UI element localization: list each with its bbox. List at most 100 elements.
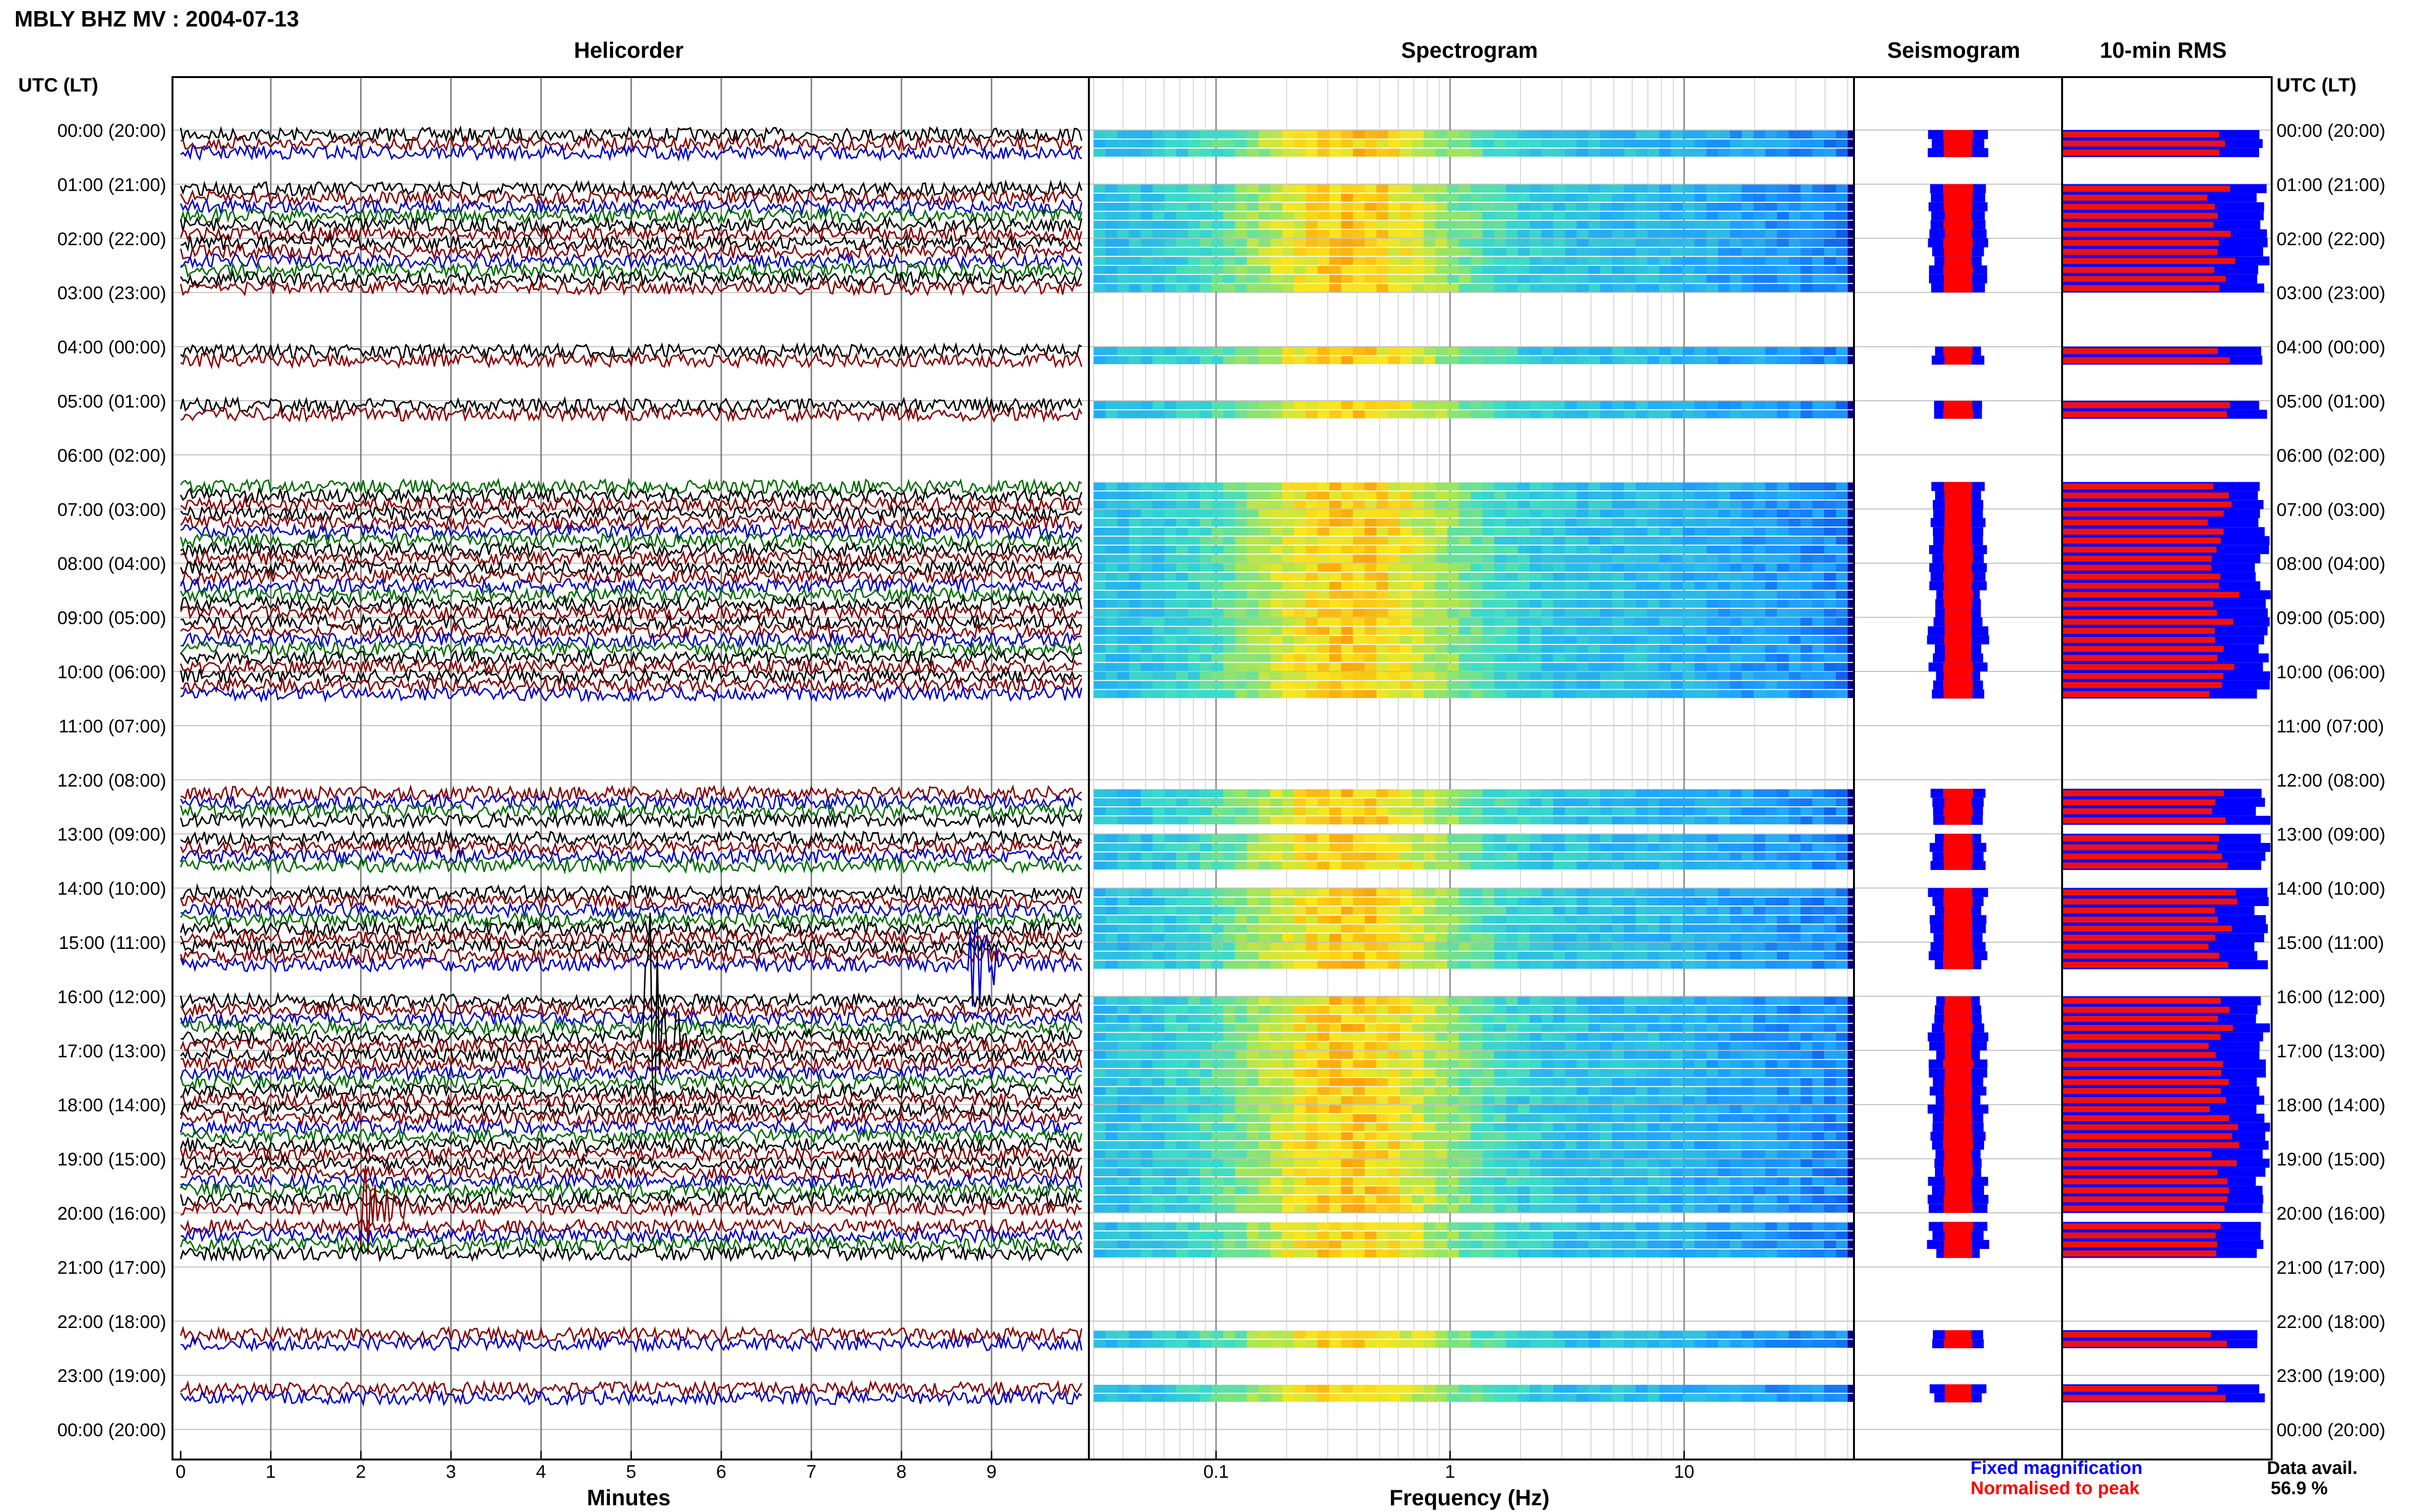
spectrogram-cell xyxy=(1777,834,1789,842)
spectrogram-cell xyxy=(1353,789,1365,798)
spectrogram-cell xyxy=(1270,852,1283,861)
spectrogram-cell xyxy=(1565,356,1577,364)
spectrogram-cell xyxy=(1812,238,1825,247)
spectrogram-cell xyxy=(1164,951,1177,960)
spectrogram-cell xyxy=(1541,943,1554,951)
spectrogram-cell xyxy=(1788,600,1801,608)
spectrogram-cell xyxy=(1730,897,1742,906)
spectrogram-cell xyxy=(1659,131,1672,139)
spectrogram-cell xyxy=(1565,266,1577,274)
spectrogram-cell xyxy=(1211,789,1224,798)
spectrogram-cell xyxy=(1694,798,1707,806)
spectrogram-cell xyxy=(1447,960,1459,969)
spectrogram-row xyxy=(1094,482,1854,491)
spectrogram-cell xyxy=(1506,789,1519,798)
spectrogram-cell xyxy=(1211,1014,1224,1023)
spectrogram-row xyxy=(1094,1078,1854,1086)
spectrogram-cell xyxy=(1435,202,1448,211)
spectrogram-cell xyxy=(1588,951,1601,960)
spectrogram-cell xyxy=(1565,238,1577,247)
spectrogram-cell xyxy=(1706,654,1719,662)
spectrogram-cell xyxy=(1317,627,1330,635)
spectrogram-cell xyxy=(1588,1078,1601,1086)
spectrogram-cell xyxy=(1588,798,1601,806)
spectrogram-cell xyxy=(1506,627,1519,635)
spectrogram-cell xyxy=(1423,221,1436,229)
spectrogram-cell xyxy=(1824,933,1837,942)
spectrogram-cell xyxy=(1718,591,1731,599)
spectrogram-cell xyxy=(1211,1078,1224,1086)
spectrogram-cell xyxy=(1152,672,1165,680)
spectrogram-cell xyxy=(1364,690,1377,698)
spectrogram-cell xyxy=(1494,230,1507,238)
spectrogram-cell xyxy=(1306,131,1318,139)
spectrogram-cell xyxy=(1565,545,1577,554)
spectrogram-cell xyxy=(1235,644,1247,653)
spectrogram-cell xyxy=(1588,401,1601,409)
spectrogram-cell xyxy=(1364,1014,1377,1023)
spectrogram-cell xyxy=(1152,816,1165,825)
helicorder-trace xyxy=(180,802,1083,821)
spectrogram-cell xyxy=(1836,888,1848,897)
spectrogram-cell xyxy=(1223,1096,1236,1104)
spectrogram-cell xyxy=(1329,537,1342,545)
spectrogram-cell xyxy=(1470,202,1483,211)
helicorder-trace xyxy=(180,912,1083,1117)
spectrogram-cell xyxy=(1094,644,1106,653)
spectrogram-cell xyxy=(1176,266,1189,274)
spectrogram-cell xyxy=(1518,1014,1530,1023)
spectrogram-cell xyxy=(1341,1078,1353,1086)
spectrogram-cell xyxy=(1765,907,1778,915)
spectrogram-cell xyxy=(1565,401,1577,409)
spectrogram-cell xyxy=(1258,1014,1271,1023)
spectrogram-cell xyxy=(1482,654,1495,662)
spectrogram-cell xyxy=(1246,807,1259,815)
spectrogram-cell xyxy=(1211,1006,1224,1014)
spectrogram-cell xyxy=(1258,131,1271,139)
spectrogram-cell xyxy=(1188,997,1200,1005)
spectrogram-cell xyxy=(1176,356,1189,364)
spectrogram-cell xyxy=(1400,843,1413,852)
spectrogram-cell xyxy=(1706,184,1719,193)
spectrogram-cell xyxy=(1494,257,1507,265)
spectrogram-cell xyxy=(1671,257,1683,265)
spectrogram-cell xyxy=(1341,789,1353,798)
spectrogram-cell xyxy=(1529,482,1542,491)
spectrogram-cell xyxy=(1494,627,1507,635)
helicorder-trace xyxy=(180,477,1082,496)
spectrogram-cell xyxy=(1353,1087,1365,1095)
spectrogram-cell xyxy=(1270,897,1283,906)
spectrogram-cell xyxy=(1800,852,1813,861)
spectrogram-cell xyxy=(1258,564,1271,572)
spectrogram-cell xyxy=(1529,933,1542,942)
spectrogram-cell xyxy=(1317,960,1330,969)
spectrogram-cell xyxy=(1694,482,1707,491)
spectrogram-cell xyxy=(1694,266,1707,274)
spectrogram-cell xyxy=(1529,545,1542,554)
spectrogram-cell xyxy=(1741,248,1754,256)
spectrogram-cell xyxy=(1506,509,1519,518)
spectrogram-cell xyxy=(1341,861,1353,870)
spectrogram-cell xyxy=(1576,907,1589,915)
spectrogram-cell xyxy=(1412,627,1424,635)
spectrogram-cell xyxy=(1565,888,1577,897)
spectrogram-cell xyxy=(1129,924,1141,933)
spectrogram-cell xyxy=(1341,798,1353,806)
spectrogram-cell xyxy=(1176,888,1189,897)
spectrogram-cell xyxy=(1376,636,1389,644)
spectrogram-cell xyxy=(1176,238,1189,247)
spectrogram-cell xyxy=(1612,690,1625,698)
spectrogram-cell xyxy=(1506,410,1519,419)
spectrogram-cell xyxy=(1777,943,1789,951)
spectrogram-cell xyxy=(1470,509,1483,518)
spectrogram-cell xyxy=(1270,509,1283,518)
spectrogram-cell xyxy=(1612,1024,1625,1032)
spectrogram-cell xyxy=(1117,564,1130,572)
spectrogram-cell xyxy=(1223,491,1236,500)
spectrogram-cell xyxy=(1317,681,1330,689)
spectrogram-cell xyxy=(1117,1078,1130,1086)
spectrogram-cell xyxy=(1470,1060,1483,1068)
spectrogram-cell xyxy=(1246,636,1259,644)
spectrogram-cell xyxy=(1777,618,1789,626)
spectrogram-cell xyxy=(1400,139,1413,148)
